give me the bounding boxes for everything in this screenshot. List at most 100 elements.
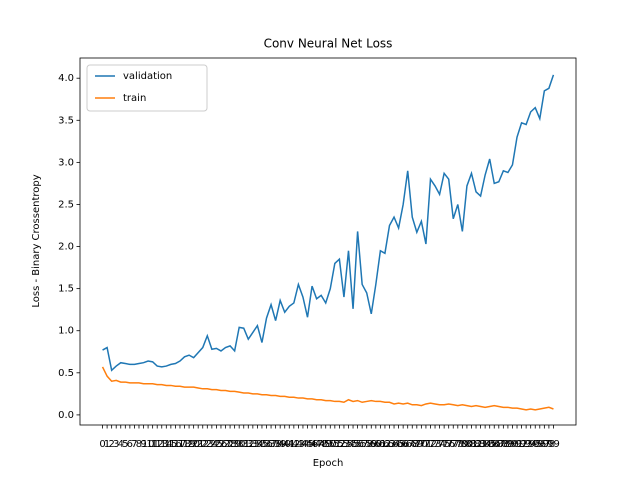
legend-label: train: [123, 93, 146, 104]
x-tick-label: 25: [210, 439, 223, 450]
x-tick-label: 94: [524, 439, 537, 450]
x-tick-label: 95: [529, 439, 542, 450]
x-tick-label: 79: [456, 439, 469, 450]
x-tick-label: 43: [292, 439, 305, 450]
x-tick-label: 11: [146, 439, 159, 450]
x-tick-label: 28: [224, 439, 237, 450]
x-tick-label: 88: [497, 439, 510, 450]
x-tick-label: 92: [515, 439, 528, 450]
y-tick-label: 1.0: [58, 326, 74, 337]
x-tick-label: 56: [351, 439, 364, 450]
x-tick-label: 57: [356, 439, 369, 450]
y-tick-label: 3.0: [58, 157, 74, 168]
x-tick-label: 8: [136, 439, 142, 450]
x-tick-label: 66: [397, 439, 410, 450]
x-tick-label: 53: [338, 439, 351, 450]
x-tick-label: 83: [474, 439, 487, 450]
plot-frame: [79, 57, 577, 426]
y-tick-label: 2.0: [58, 242, 74, 253]
x-tick-label: 55: [347, 439, 360, 450]
x-tick-label: 78: [451, 439, 464, 450]
y-tick-label: 3.5: [58, 115, 74, 126]
x-axis-label: Epoch: [313, 458, 344, 469]
x-tick-label: 19: [183, 439, 196, 450]
x-tick-label: 6: [127, 439, 133, 450]
x-tick-label: 62: [379, 439, 392, 450]
x-tick-label: 40: [278, 439, 291, 450]
x-tick-label: 90: [506, 439, 519, 450]
y-tick-label: 2.5: [58, 199, 74, 210]
x-tick-label: 51: [328, 439, 341, 450]
x-tick-label: 87: [492, 439, 505, 450]
x-tick-label: 59: [365, 439, 378, 450]
x-tick-label: 5: [122, 439, 128, 450]
x-tick-label: 86: [488, 439, 501, 450]
x-tick-label: 36: [260, 439, 273, 450]
x-tick-label: 54: [342, 439, 355, 450]
x-tick-label: 9: [140, 439, 146, 450]
x-tick-label: 60: [369, 439, 382, 450]
x-tick-label: 34: [251, 439, 264, 450]
x-tick-label: 48: [315, 439, 328, 450]
x-tick-label: 12: [151, 439, 164, 450]
x-tick-label: 23: [201, 439, 214, 450]
x-tick-label: 97: [538, 439, 551, 450]
x-tick-label: 73: [429, 439, 442, 450]
x-tick-label: 68: [406, 439, 419, 450]
x-tick-label: 74: [433, 439, 446, 450]
x-tick-label: 1: [104, 439, 110, 450]
x-tick-label: 33: [246, 439, 259, 450]
x-tick-label: 2: [108, 439, 114, 450]
y-tick-label: 0.5: [58, 368, 74, 379]
x-tick-label: 44: [297, 439, 310, 450]
x-tick-label: 63: [383, 439, 396, 450]
x-tick-label: 18: [178, 439, 191, 450]
x-tick-label: 64: [388, 439, 401, 450]
chart-title: Conv Neural Net Loss: [264, 37, 393, 51]
x-tick-label: 17: [174, 439, 187, 450]
x-tick-label: 61: [374, 439, 387, 450]
x-tick-label: 39: [274, 439, 287, 450]
x-tick-label: 81: [465, 439, 478, 450]
x-tick-label: 84: [479, 439, 492, 450]
x-tick-label: 91: [511, 439, 524, 450]
x-tick-label: 20: [187, 439, 200, 450]
x-tick-label: 29: [228, 439, 241, 450]
x-tick-label: 35: [256, 439, 269, 450]
x-tick-label: 0: [99, 439, 105, 450]
x-tick-label: 47: [310, 439, 323, 450]
x-tick-label: 37: [265, 439, 278, 450]
series-line: [101, 366, 554, 411]
y-tick-label: 1.5: [58, 284, 74, 295]
x-tick-label: 89: [502, 439, 515, 450]
x-tick-label: 21: [192, 439, 205, 450]
x-tick-label: 71: [420, 439, 433, 450]
x-tick-label: 14: [160, 439, 173, 450]
y-tick-label: 0.0: [58, 410, 74, 421]
x-tick-label: 65: [392, 439, 405, 450]
x-tick-label: 93: [520, 439, 533, 450]
x-tick-label: 75: [438, 439, 451, 450]
x-tick-label: 26: [215, 439, 228, 450]
x-tick-label: 15: [164, 439, 177, 450]
legend-box: [86, 64, 208, 112]
x-tick-label: 7: [131, 439, 137, 450]
x-tick-label: 31: [237, 439, 250, 450]
x-tick-label: 41: [283, 439, 296, 450]
x-tick-label: 52: [333, 439, 346, 450]
x-tick-label: 42: [287, 439, 300, 450]
x-tick-label: 10: [142, 439, 155, 450]
x-tick-label: 72: [424, 439, 437, 450]
y-axis-label: Loss - Binary Crossentropy: [31, 174, 42, 307]
y-tick-label: 4.0: [58, 73, 74, 84]
x-tick-label: 96: [533, 439, 546, 450]
x-tick-label: 69: [410, 439, 423, 450]
x-tick-label: 45: [301, 439, 314, 450]
x-tick-label: 76: [442, 439, 455, 450]
x-tick-label: 49: [319, 439, 332, 450]
legend-label: validation: [123, 71, 172, 82]
x-tick-label: 4: [118, 439, 124, 450]
x-tick-label: 99: [547, 439, 560, 450]
x-tick-label: 46: [306, 439, 319, 450]
